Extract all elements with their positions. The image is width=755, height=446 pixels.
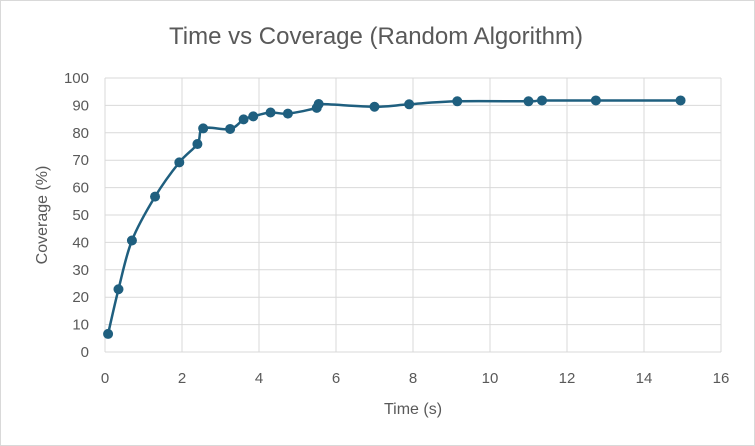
data-point [369,101,380,112]
x-tick-label: 6 [332,370,340,387]
data-point [675,95,686,106]
y-tick-label: 0 [81,344,89,361]
y-tick-label: 50 [72,207,89,224]
x-tick-label: 0 [101,370,109,387]
data-point [590,95,601,106]
data-point [113,284,124,295]
y-tick-label: 90 [72,97,89,114]
data-point [536,95,547,106]
x-axis-ticks: 0 2 4 6 8 10 12 14 16 [101,370,730,387]
x-tick-label: 10 [482,370,499,387]
data-point [523,96,534,107]
x-tick-label: 4 [255,370,263,387]
data-point [248,111,259,122]
data-point [192,139,203,150]
data-point [174,157,185,168]
data-point [150,191,161,202]
data-point [238,114,249,125]
coverage-series-line [106,99,681,335]
y-tick-label: 20 [72,289,89,306]
chart-title: Time vs Coverage (Random Algorithm) [169,23,583,50]
data-point [404,99,415,110]
y-tick-label: 80 [72,125,89,142]
y-tick-label: 70 [72,152,89,169]
data-point [198,123,209,134]
data-point [225,123,236,134]
y-tick-label: 60 [72,180,89,197]
gridlines [104,77,722,353]
data-point [265,107,276,118]
y-tick-label: 40 [72,234,89,251]
data-point [313,99,324,110]
data-point [103,328,114,339]
y-tick-label: 10 [72,317,89,334]
x-tick-label: 16 [713,370,730,387]
coverage-series-points [103,95,686,339]
x-tick-label: 2 [178,370,186,387]
y-tick-label: 100 [64,70,89,87]
data-point [282,108,293,119]
data-point [452,96,463,107]
data-point [126,235,137,246]
x-tick-label: 14 [636,370,653,387]
y-axis-label: Coverage (%) [34,166,51,265]
x-axis-label: Time (s) [384,401,442,418]
y-axis-ticks: 0 10 20 30 40 50 60 70 80 90 100 [64,70,89,361]
y-tick-label: 30 [72,262,89,279]
x-tick-label: 12 [559,370,576,387]
x-tick-label: 8 [409,370,417,387]
